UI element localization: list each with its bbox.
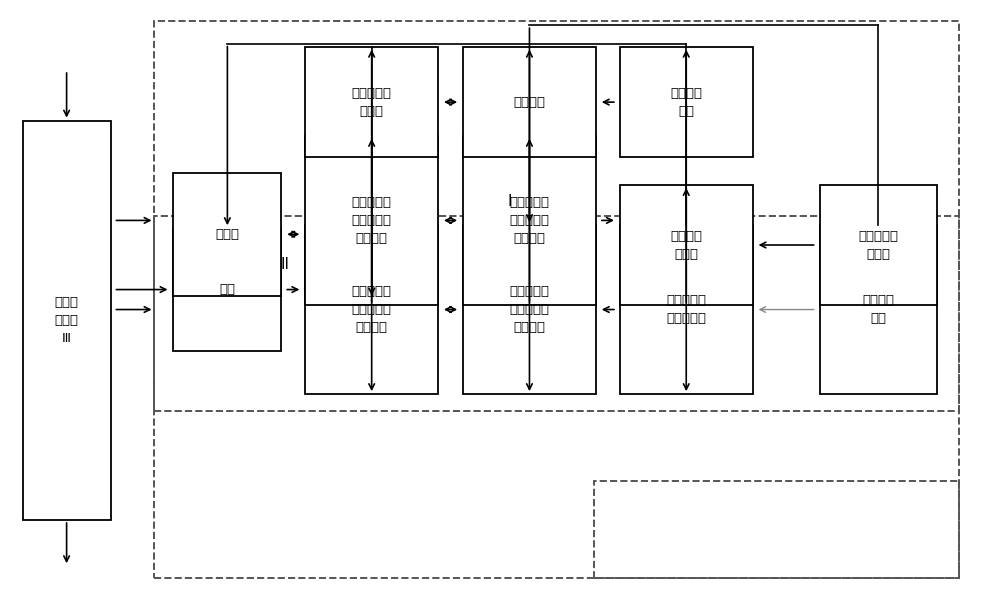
Bar [620,47,753,158]
Bar [305,136,438,305]
Bar [463,136,596,305]
Bar [820,225,937,394]
Text: 无线电能
接收器: 无线电能 接收器 [670,230,702,261]
Text: 接收端车速
及位置检测
通信单元: 接收端车速 及位置检测 通信单元 [352,196,392,245]
Bar [173,172,281,296]
Bar [23,121,111,520]
Text: 超导无线电
能发射轨道: 超导无线电 能发射轨道 [666,294,706,325]
Text: 动力电池: 动力电池 [513,95,545,108]
Text: 发射端频率
跟踪及调控
电路单元: 发射端频率 跟踪及调控 电路单元 [509,285,549,334]
Bar [305,47,438,158]
Bar [305,225,438,394]
Text: 发射端车速
及位置检测
通信单元: 发射端车速 及位置检测 通信单元 [352,285,392,334]
Bar [820,185,937,305]
Bar [154,216,959,578]
Bar [594,481,959,578]
Text: I: I [507,194,512,209]
Text: 智能调
控中心
Ⅲ: 智能调 控中心 Ⅲ [55,296,79,345]
Bar [154,21,959,411]
Text: 车辆能量管
理单元: 车辆能量管 理单元 [352,87,392,118]
Text: 接收端频率
跟踪及调控
电路单元: 接收端频率 跟踪及调控 电路单元 [509,196,549,245]
Bar [463,47,596,158]
Bar [463,225,596,394]
Text: 整流滤波
单元: 整流滤波 单元 [670,87,702,118]
Text: 失超保护
单元: 失超保护 单元 [862,294,894,325]
Bar [173,228,281,351]
Text: 电动车: 电动车 [215,228,239,241]
Bar [620,185,753,305]
Text: 生物安全保
护单元: 生物安全保 护单元 [858,230,898,261]
Bar [620,225,753,394]
Text: 电源: 电源 [219,283,235,296]
Text: II: II [281,257,290,272]
